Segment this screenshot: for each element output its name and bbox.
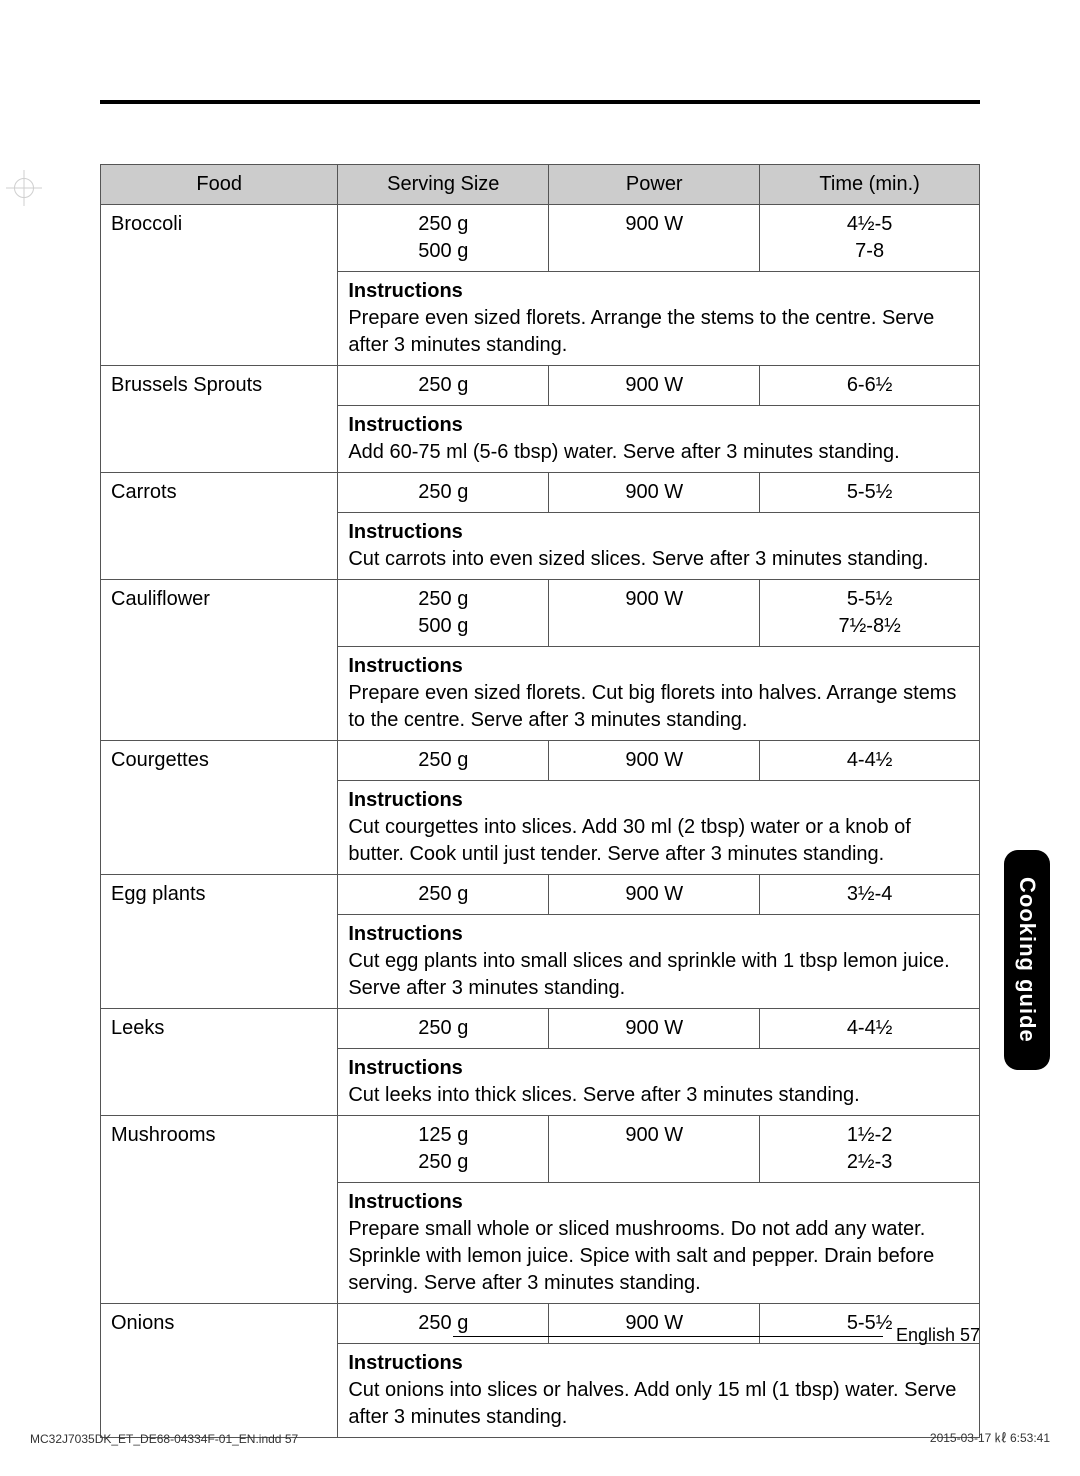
size-line: 500 g xyxy=(418,240,468,262)
col-header-power: Power xyxy=(549,165,760,205)
cell-instructions: Instructions Prepare even sized florets.… xyxy=(338,272,980,366)
table-row: Carrots 250 g 900 W 5-5½ xyxy=(101,473,980,513)
cooking-guide-table: Food Serving Size Power Time (min.) Broc… xyxy=(100,164,980,1438)
cell-food: Brussels Sprouts xyxy=(101,366,338,473)
instructions-text: Cut onions into slices or halves. Add on… xyxy=(348,1379,956,1428)
cell-time: 5-5½ xyxy=(760,473,980,513)
cell-food: Carrots xyxy=(101,473,338,580)
table-row: Leeks 250 g 900 W 4-4½ xyxy=(101,1009,980,1049)
cell-power: 900 W xyxy=(549,1009,760,1049)
footer-rule xyxy=(453,1336,883,1337)
instructions-label: Instructions xyxy=(348,280,462,302)
time-line: 7-8 xyxy=(855,240,884,262)
cell-food: Cauliflower xyxy=(101,580,338,741)
table-row: Egg plants 250 g 900 W 3½-4 xyxy=(101,875,980,915)
section-tab-label: Cooking guide xyxy=(1014,877,1040,1043)
col-header-time: Time (min.) xyxy=(760,165,980,205)
table-row: Cauliflower 250 g 500 g 900 W 5-5½ 7½-8½ xyxy=(101,580,980,647)
cell-food: Courgettes xyxy=(101,741,338,875)
table-row: Courgettes 250 g 900 W 4-4½ xyxy=(101,741,980,781)
table-row: Mushrooms 125 g 250 g 900 W 1½-2 2½-3 xyxy=(101,1116,980,1183)
size-line: 500 g xyxy=(418,615,468,637)
table-row: Broccoli 250 g 500 g 900 W 4½-5 7-8 xyxy=(101,205,980,272)
cell-time: 1½-2 2½-3 xyxy=(760,1116,980,1183)
instructions-label: Instructions xyxy=(348,414,462,436)
col-header-size: Serving Size xyxy=(338,165,549,205)
cell-time: 4½-5 7-8 xyxy=(760,205,980,272)
instructions-label: Instructions xyxy=(348,1191,462,1213)
cell-instructions: Instructions Cut egg plants into small s… xyxy=(338,915,980,1009)
time-line: 2½-3 xyxy=(847,1151,893,1173)
cell-instructions: Instructions Add 60-75 ml (5-6 tbsp) wat… xyxy=(338,406,980,473)
time-line: 1½-2 xyxy=(847,1124,893,1146)
cell-size: 125 g 250 g xyxy=(338,1116,549,1183)
cell-time: 3½-4 xyxy=(760,875,980,915)
time-line: 7½-8½ xyxy=(838,615,900,637)
cell-food: Onions xyxy=(101,1304,338,1438)
cell-time: 6-6½ xyxy=(760,366,980,406)
cell-instructions: Instructions Prepare even sized florets.… xyxy=(338,647,980,741)
cell-time: 4-4½ xyxy=(760,741,980,781)
col-header-food: Food xyxy=(101,165,338,205)
table-header-row: Food Serving Size Power Time (min.) xyxy=(101,165,980,205)
instructions-text: Cut leeks into thick slices. Serve after… xyxy=(348,1084,859,1106)
cell-instructions: Instructions Cut leeks into thick slices… xyxy=(338,1049,980,1116)
cell-food: Broccoli xyxy=(101,205,338,366)
size-line: 250 g xyxy=(418,213,468,235)
table-row: Brussels Sprouts 250 g 900 W 6-6½ xyxy=(101,366,980,406)
time-line: 4½-5 xyxy=(847,213,893,235)
cell-food: Egg plants xyxy=(101,875,338,1009)
instructions-text: Prepare even sized florets. Cut big flor… xyxy=(348,682,956,731)
cell-power: 900 W xyxy=(549,875,760,915)
cell-power: 900 W xyxy=(549,580,760,647)
cell-food: Mushrooms xyxy=(101,1116,338,1304)
page-content: Food Serving Size Power Time (min.) Broc… xyxy=(0,0,1080,1438)
cell-size: 250 g 500 g xyxy=(338,580,549,647)
cell-size: 250 g xyxy=(338,366,549,406)
instructions-label: Instructions xyxy=(348,1057,462,1079)
size-line: 125 g xyxy=(418,1124,468,1146)
imprint-timestamp: 2015-03-17 ㎘ 6:53:41 xyxy=(930,1429,1050,1446)
cell-instructions: Instructions Cut carrots into even sized… xyxy=(338,513,980,580)
instructions-text: Cut egg plants into small slices and spr… xyxy=(348,950,949,999)
section-tab-cooking-guide: Cooking guide xyxy=(1004,850,1050,1070)
cell-instructions: Instructions Cut onions into slices or h… xyxy=(338,1344,980,1438)
instructions-text: Prepare small whole or sliced mushrooms.… xyxy=(348,1218,934,1294)
cell-food: Leeks xyxy=(101,1009,338,1116)
cell-time: 4-4½ xyxy=(760,1009,980,1049)
cell-size: 250 g xyxy=(338,1009,549,1049)
instructions-label: Instructions xyxy=(348,521,462,543)
instructions-label: Instructions xyxy=(348,1352,462,1374)
page-footer: English 57 xyxy=(453,1325,980,1346)
cell-power: 900 W xyxy=(549,1116,760,1183)
instructions-label: Instructions xyxy=(348,655,462,677)
top-rule xyxy=(100,100,980,104)
instructions-label: Instructions xyxy=(348,923,462,945)
instructions-label: Instructions xyxy=(348,789,462,811)
cell-time: 5-5½ 7½-8½ xyxy=(760,580,980,647)
size-line: 250 g xyxy=(418,1151,468,1173)
cell-instructions: Instructions Prepare small whole or slic… xyxy=(338,1183,980,1304)
cell-instructions: Instructions Cut courgettes into slices.… xyxy=(338,781,980,875)
instructions-text: Cut carrots into even sized slices. Serv… xyxy=(348,548,928,570)
page-number: English 57 xyxy=(896,1325,980,1345)
cell-size: 250 g xyxy=(338,473,549,513)
instructions-text: Prepare even sized florets. Arrange the … xyxy=(348,307,934,356)
imprint-filename: MC32J7035DK_ET_DE68-04334F-01_EN.indd 57 xyxy=(30,1432,298,1446)
cell-size: 250 g 500 g xyxy=(338,205,549,272)
cell-size: 250 g xyxy=(338,741,549,781)
instructions-text: Cut courgettes into slices. Add 30 ml (2… xyxy=(348,816,911,865)
cell-power: 900 W xyxy=(549,473,760,513)
cell-size: 250 g xyxy=(338,875,549,915)
size-line: 250 g xyxy=(418,588,468,610)
time-line: 5-5½ xyxy=(847,588,893,610)
cell-power: 900 W xyxy=(549,741,760,781)
instructions-text: Add 60-75 ml (5-6 tbsp) water. Serve aft… xyxy=(348,441,899,463)
cell-power: 900 W xyxy=(549,366,760,406)
cell-power: 900 W xyxy=(549,205,760,272)
